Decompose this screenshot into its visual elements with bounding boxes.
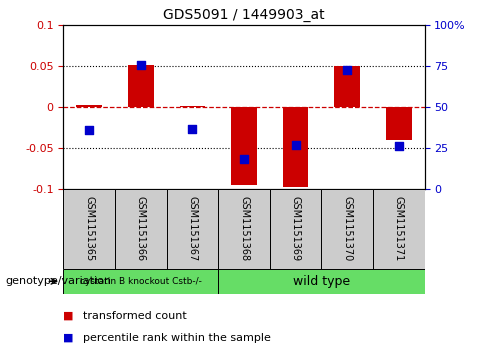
Bar bbox=[63, 189, 115, 269]
Point bbox=[343, 68, 351, 73]
Bar bbox=[180, 106, 205, 107]
Bar bbox=[270, 189, 322, 269]
Text: GSM1151367: GSM1151367 bbox=[187, 196, 198, 261]
Bar bbox=[231, 107, 257, 185]
Text: cystatin B knockout Cstb-/-: cystatin B knockout Cstb-/- bbox=[80, 277, 202, 286]
Text: transformed count: transformed count bbox=[83, 311, 187, 321]
Bar bbox=[166, 189, 218, 269]
Point bbox=[240, 156, 248, 162]
Point bbox=[188, 126, 196, 132]
Text: ■: ■ bbox=[63, 333, 74, 343]
Text: GSM1151370: GSM1151370 bbox=[342, 196, 352, 261]
Text: ■: ■ bbox=[63, 311, 74, 321]
Bar bbox=[283, 107, 308, 187]
Bar bbox=[218, 269, 425, 294]
Title: GDS5091 / 1449903_at: GDS5091 / 1449903_at bbox=[163, 8, 325, 22]
Bar bbox=[115, 189, 166, 269]
Bar bbox=[76, 105, 102, 107]
Text: genotype/variation: genotype/variation bbox=[5, 276, 111, 286]
Text: GSM1151371: GSM1151371 bbox=[394, 196, 404, 261]
Bar bbox=[373, 189, 425, 269]
Text: GSM1151368: GSM1151368 bbox=[239, 196, 249, 261]
Bar bbox=[386, 107, 412, 140]
Text: GSM1151366: GSM1151366 bbox=[136, 196, 146, 261]
Bar bbox=[128, 65, 154, 107]
Text: percentile rank within the sample: percentile rank within the sample bbox=[83, 333, 271, 343]
Bar bbox=[63, 269, 218, 294]
Bar bbox=[322, 189, 373, 269]
Point bbox=[292, 142, 300, 147]
Point bbox=[137, 62, 145, 68]
Text: wild type: wild type bbox=[293, 275, 350, 288]
Text: GSM1151365: GSM1151365 bbox=[84, 196, 94, 261]
Point bbox=[395, 143, 403, 149]
Bar bbox=[218, 189, 270, 269]
Bar bbox=[334, 66, 360, 107]
Point bbox=[85, 127, 93, 133]
Text: GSM1151369: GSM1151369 bbox=[290, 196, 301, 261]
